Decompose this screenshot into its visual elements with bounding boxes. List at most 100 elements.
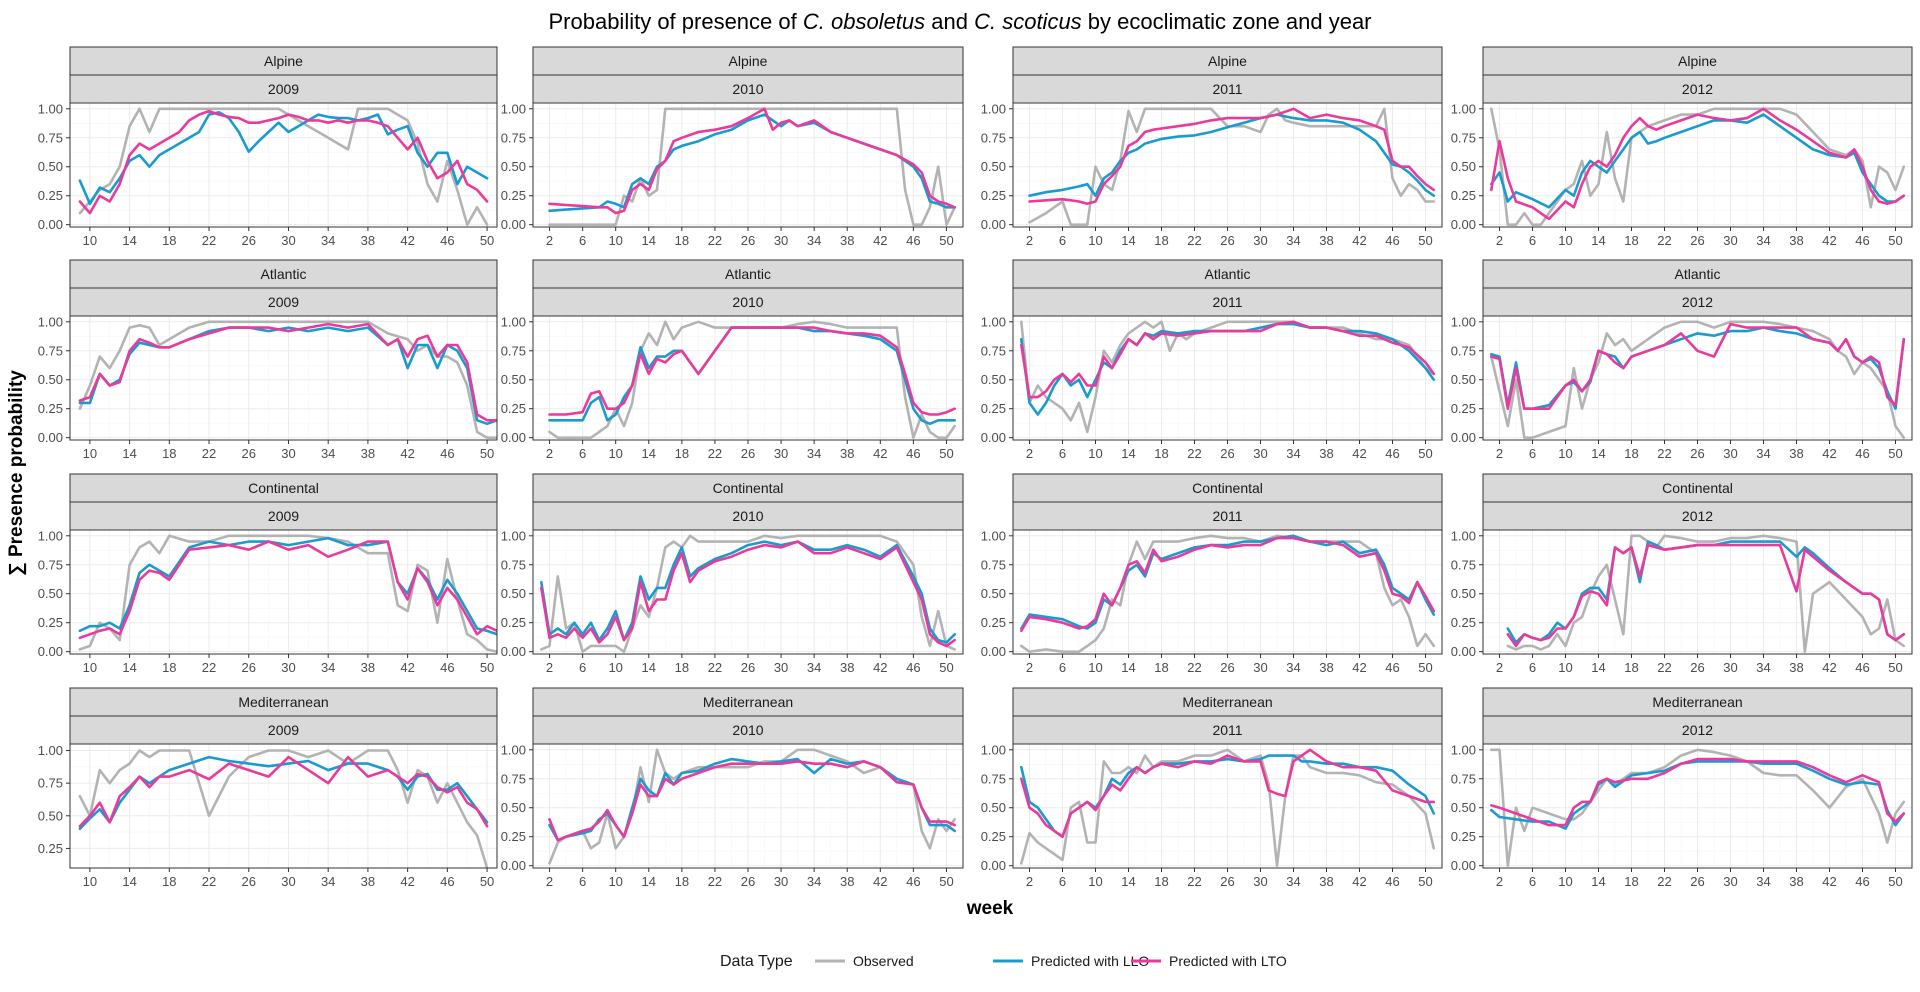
strip-zone-bg xyxy=(532,687,964,717)
x-tick-label: 50 xyxy=(1418,446,1432,461)
x-tick-label: 18 xyxy=(162,660,176,675)
strip-zone-label: Mediterranean xyxy=(1652,694,1742,710)
series-predicted-with-lto xyxy=(1019,320,1436,399)
x-tick-label: 14 xyxy=(122,446,136,461)
x-tick-label: 14 xyxy=(1591,446,1605,461)
strip-year-label: 2011 xyxy=(1212,81,1242,97)
x-tick-label: 18 xyxy=(1154,233,1168,248)
y-tick-label: 0.00 xyxy=(38,644,63,659)
x-tick-label: 14 xyxy=(1121,446,1135,461)
x-tick-label: 46 xyxy=(1855,660,1869,675)
x-tick-label: 30 xyxy=(281,233,295,248)
y-tick-label: 0.25 xyxy=(1451,188,1476,203)
x-tick-label: 22 xyxy=(1657,874,1671,889)
legend-title: Data Type xyxy=(720,953,793,970)
series-predicted-with-lto xyxy=(548,760,957,842)
panel-border xyxy=(69,102,498,228)
x-tick-label: 42 xyxy=(873,446,887,461)
x-tick-label: 10 xyxy=(83,660,97,675)
gridlines xyxy=(1013,530,1442,654)
x-tick-label: 18 xyxy=(675,233,689,248)
y-tick-label: 0.50 xyxy=(981,372,1006,387)
x-tick-label: 38 xyxy=(361,874,375,889)
y-tick-label: 0.75 xyxy=(981,343,1006,358)
series-lines xyxy=(539,534,957,654)
strip-year-bg xyxy=(1482,715,1913,745)
strip-year-bg xyxy=(532,501,964,531)
x-tick-label: 34 xyxy=(1286,874,1300,889)
y-tick-label: 0.25 xyxy=(38,188,63,203)
x-tick-label: 30 xyxy=(1253,446,1267,461)
x-tick-label: 6 xyxy=(579,233,586,248)
x-tick-label: 38 xyxy=(840,446,854,461)
x-tick-label: 34 xyxy=(1756,660,1770,675)
x-tick-label: 2 xyxy=(546,874,553,889)
y-tick-label: 0.75 xyxy=(38,343,63,358)
gridlines xyxy=(1013,744,1442,868)
x-tick-label: 6 xyxy=(1059,446,1066,461)
x-tick-label: 18 xyxy=(1624,874,1638,889)
y-tick-label: 0.00 xyxy=(981,217,1006,232)
panel-border xyxy=(69,529,498,655)
x-tick-label: 50 xyxy=(1888,233,1902,248)
x-tick-label: 30 xyxy=(1723,874,1737,889)
series-lines xyxy=(78,534,497,654)
x-tick-label: 14 xyxy=(122,874,136,889)
y-tick-label: 0.00 xyxy=(981,644,1006,659)
strip-year-label: 2010 xyxy=(732,508,763,524)
x-tick-label: 18 xyxy=(675,874,689,889)
x-tick-label: 14 xyxy=(1591,874,1605,889)
x-tick-label: 42 xyxy=(400,233,414,248)
strip-zone-bg xyxy=(69,46,498,76)
panel-border xyxy=(532,315,964,441)
strip-year-label: 2009 xyxy=(268,294,299,310)
panel-mediterranean-2009: Mediterranean 2009 10 14 18 22 26 30 34 38 42 46 50 0… xyxy=(38,687,498,889)
x-tick-label: 18 xyxy=(1624,446,1638,461)
y-tick-label: 0.50 xyxy=(1451,800,1476,815)
x-tick-label: 34 xyxy=(1756,233,1770,248)
x-tick-label: 38 xyxy=(1319,660,1333,675)
x-tick-label: 22 xyxy=(1657,233,1671,248)
series-predicted-with-lto xyxy=(1028,107,1436,206)
x-tick-label: 30 xyxy=(774,874,788,889)
series-observed xyxy=(1019,748,1436,868)
series-lines xyxy=(78,320,497,440)
x-tick-label: 2 xyxy=(1496,874,1503,889)
panel-border xyxy=(1012,743,1443,869)
x-tick-label: 38 xyxy=(361,446,375,461)
x-tick-label: 42 xyxy=(1822,233,1836,248)
strip-year-bg xyxy=(1482,287,1913,317)
plot-area xyxy=(70,530,497,654)
panel-border xyxy=(1482,743,1913,869)
x-tick-label: 2 xyxy=(1026,874,1033,889)
x-tick-label: 34 xyxy=(807,233,821,248)
series-predicted-with-llo xyxy=(78,111,489,206)
y-tick-label: 0.25 xyxy=(981,188,1006,203)
series-predicted-with-lto xyxy=(548,107,957,215)
x-tick-label: 30 xyxy=(281,874,295,889)
x-tick-label: 34 xyxy=(321,874,335,889)
strip-year-label: 2009 xyxy=(268,81,299,97)
x-tick-label: 26 xyxy=(242,233,256,248)
strip-zone-bg xyxy=(1482,259,1913,289)
series-observed xyxy=(1506,534,1906,654)
panel-continental-2009: Continental 2009 10 14 18 22 26 30 34 38 42 46 50 0.0… xyxy=(38,473,498,675)
x-tick-label: 10 xyxy=(1558,446,1572,461)
y-tick-label: 0.25 xyxy=(501,615,526,630)
panel-border xyxy=(532,102,964,228)
y-tick-label: 0.25 xyxy=(1451,829,1476,844)
y-tick-label: 0.00 xyxy=(38,217,63,232)
x-tick-label: 34 xyxy=(807,660,821,675)
x-tick-label: 2 xyxy=(546,446,553,461)
y-tick-label: 0.75 xyxy=(981,557,1006,572)
x-tick-label: 30 xyxy=(1253,233,1267,248)
y-tick-label: 0.50 xyxy=(38,159,63,174)
x-tick-label: 26 xyxy=(741,446,755,461)
series-observed xyxy=(78,107,489,226)
x-tick-label: 50 xyxy=(480,446,494,461)
x-tick-label: 38 xyxy=(840,660,854,675)
strip-zone-bg xyxy=(1012,46,1443,76)
